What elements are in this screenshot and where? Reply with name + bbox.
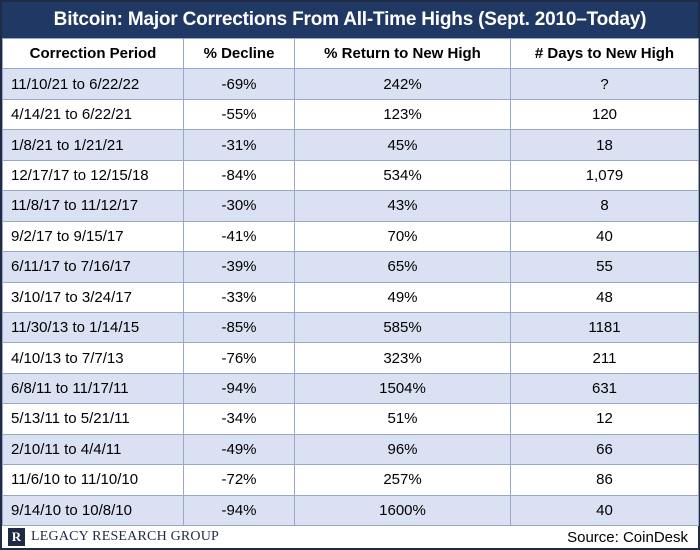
cell-return: 49%: [294, 281, 511, 313]
header-row: Correction Period % Decline % Return to …: [2, 37, 699, 70]
cell-decline: -41%: [183, 220, 295, 253]
cell-period: 3/10/17 to 3/24/17: [2, 281, 184, 313]
table-body: 11/10/21 to 6/22/22 -69% 242%? 4/14/21 to 6…: [2, 68, 699, 527]
table-row: 6/11/17 to 7/16/17 -39% 65% 55: [2, 251, 699, 283]
cell-days: 40: [510, 494, 699, 527]
cell-decline: -76%: [183, 342, 295, 374]
cell-days: 18: [510, 129, 699, 161]
column-header-period: Correction Period: [2, 37, 184, 70]
cell-period: 5/13/11 to 5/21/11: [2, 403, 184, 435]
cell-decline: -85%: [183, 311, 295, 344]
cell-period: 9/14/10 to 10/8/10: [2, 494, 184, 527]
table-row: 3/10/17 to 3/24/17 -33% 49% 48: [2, 281, 699, 313]
cell-decline: -72%: [183, 464, 295, 496]
cell-return: 1600%: [294, 494, 511, 527]
column-header-return: % Return to New High: [294, 37, 511, 70]
cell-decline: -84%: [183, 159, 295, 192]
table-row: 9/14/10 to 10/8/10 -94% 1600% 40: [2, 494, 699, 527]
cell-period: 1/8/21 to 1/21/21: [2, 129, 184, 161]
table-row: 11/30/13 to 1/14/15 -85% 585% 1181: [2, 311, 699, 344]
table-row: 11/6/10 to 11/10/10 -72% 257% 86: [2, 464, 699, 496]
cell-days: 211: [510, 342, 699, 374]
cell-period: 2/10/11 to 4/4/11: [2, 433, 184, 466]
cell-decline: -69%: [183, 68, 295, 100]
table-row: 11/10/21 to 6/22/22 -69% 242%?: [2, 68, 699, 100]
cell-period: 9/2/17 to 9/15/17: [2, 220, 184, 253]
cell-period: 4/10/13 to 7/7/13: [2, 342, 184, 374]
footer: R LEGACY RESEARCH GROUP Source: CoinDesk: [2, 525, 698, 548]
cell-return: 123%: [294, 98, 511, 131]
cell-period: 11/6/10 to 11/10/10: [2, 464, 184, 496]
cell-return: 70%: [294, 220, 511, 253]
table-row: 9/2/17 to 9/15/17 -41% 70% 40: [2, 220, 699, 253]
cell-period: 4/14/21 to 6/22/21: [2, 98, 184, 131]
cell-days: 40: [510, 220, 699, 253]
cell-decline: -31%: [183, 129, 295, 161]
cell-decline: -55%: [183, 98, 295, 131]
cell-days: 120: [510, 98, 699, 131]
cell-period: 6/11/17 to 7/16/17: [2, 251, 184, 283]
cell-days: 8: [510, 190, 699, 222]
table-row: 11/8/17 to 11/12/17 -30% 43% 8: [2, 190, 699, 222]
cell-return: 96%: [294, 433, 511, 466]
brand: R LEGACY RESEARCH GROUP: [2, 528, 219, 546]
cell-days: 48: [510, 281, 699, 313]
cell-days: ?: [510, 68, 699, 100]
cell-decline: -94%: [183, 494, 295, 527]
cell-days: 631: [510, 372, 699, 405]
cell-days: 1,079: [510, 159, 699, 192]
cell-period: 11/30/13 to 1/14/15: [2, 311, 184, 344]
cell-decline: -34%: [183, 403, 295, 435]
cell-return: 43%: [294, 190, 511, 222]
cell-period: 6/8/11 to 11/17/11: [2, 372, 184, 405]
corrections-table: Correction Period % Decline % Return to …: [2, 37, 699, 527]
cell-return: 51%: [294, 403, 511, 435]
table-row: 4/10/13 to 7/7/13 -76% 323% 211: [2, 342, 699, 374]
table-row: 4/14/21 to 6/22/21 -55% 123% 120: [2, 98, 699, 131]
cell-return: 323%: [294, 342, 511, 374]
cell-decline: -30%: [183, 190, 295, 222]
source-note: Source: CoinDesk: [567, 528, 688, 546]
cell-return: 45%: [294, 129, 511, 161]
cell-period: 11/8/17 to 11/12/17: [2, 190, 184, 222]
column-header-days: # Days to New High: [510, 37, 699, 70]
cell-decline: -94%: [183, 372, 295, 405]
cell-return: 257%: [294, 464, 511, 496]
table-row: 1/8/21 to 1/21/21 -31% 45% 18: [2, 129, 699, 161]
cell-decline: -49%: [183, 433, 295, 466]
table-row: 6/8/11 to 11/17/11 -94% 1504% 631: [2, 372, 699, 405]
cell-decline: -39%: [183, 251, 295, 283]
cell-return: 242%: [294, 68, 511, 100]
cell-return: 65%: [294, 251, 511, 283]
cell-period: 12/17/17 to 12/15/18: [2, 159, 184, 192]
cell-return: 1504%: [294, 372, 511, 405]
table-title: Bitcoin: Major Corrections From All-Time…: [2, 2, 698, 38]
column-header-decline: % Decline: [183, 37, 295, 70]
legacy-logo-icon: R: [8, 528, 25, 546]
brand-name: LEGACY RESEARCH GROUP: [31, 529, 220, 544]
table-row: 5/13/11 to 5/21/11 -34% 51% 12: [2, 403, 699, 435]
cell-days: 86: [510, 464, 699, 496]
cell-days: 1181: [510, 311, 699, 344]
cell-days: 55: [510, 251, 699, 283]
cell-days: 12: [510, 403, 699, 435]
cell-return: 534%: [294, 159, 511, 192]
cell-period: 11/10/21 to 6/22/22: [2, 68, 184, 100]
table-row: 12/17/17 to 12/15/18 -84% 534% 1,079: [2, 159, 699, 192]
cell-return: 585%: [294, 311, 511, 344]
cell-decline: -33%: [183, 281, 295, 313]
cell-days: 66: [510, 433, 699, 466]
table-row: 2/10/11 to 4/4/11 -49% 96% 66: [2, 433, 699, 466]
